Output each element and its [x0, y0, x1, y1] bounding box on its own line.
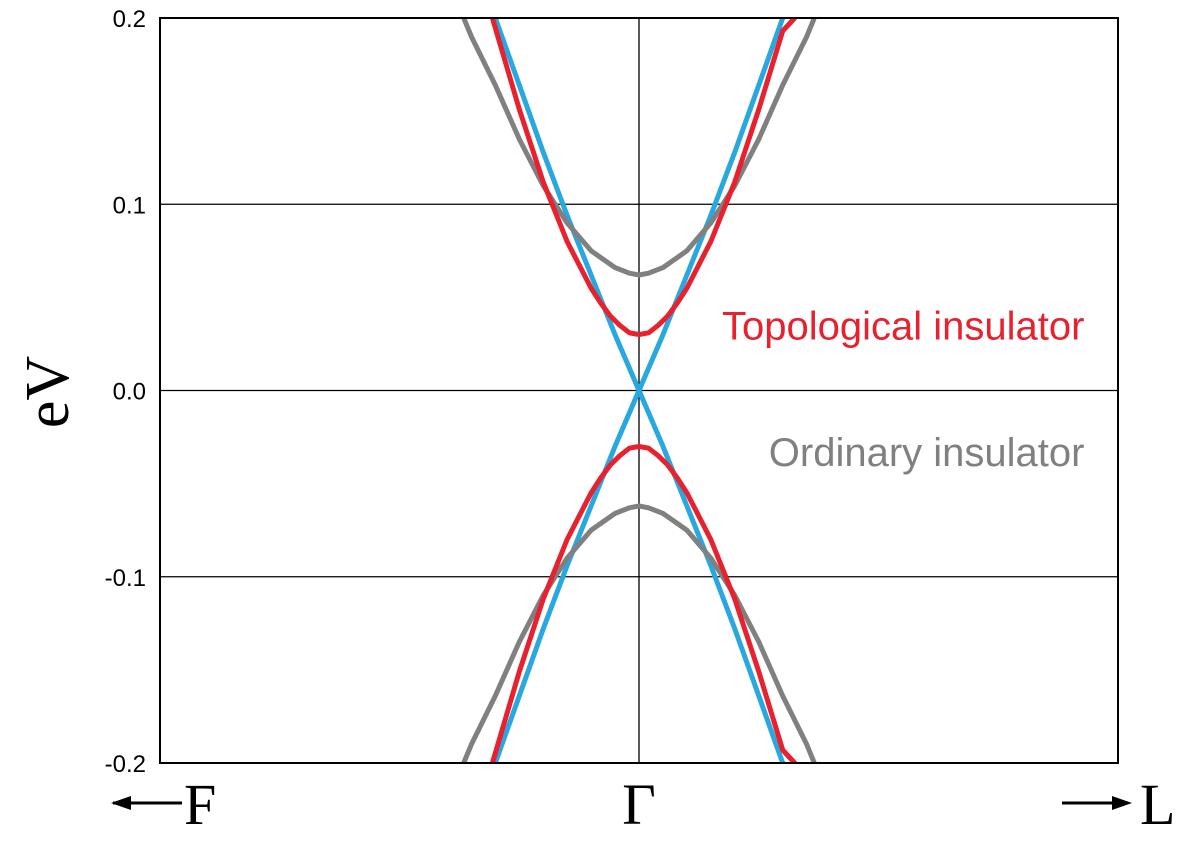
plot-frame — [159, 17, 1119, 764]
y-tick-label: 0.1 — [113, 192, 146, 219]
band-line-series-0-conduction — [489, 18, 798, 338]
k-point-label-right: L — [1140, 772, 1175, 837]
band-curves — [461, 18, 817, 763]
y-tick-labels: 0.2 0.1 0.0 -0.1 -0.2 — [105, 6, 146, 778]
band-line-series-1-valence — [461, 503, 817, 763]
y-tick-label: 0.0 — [113, 379, 146, 406]
k-point-label-center: Γ — [622, 772, 656, 837]
y-axis-label: eV — [14, 356, 82, 429]
annotations: Topological insulator Ordinary insulator — [722, 304, 1084, 475]
annotation-label: Topological insulator — [722, 304, 1084, 348]
k-point-left: F — [111, 772, 216, 837]
y-tick-label: 0.2 — [113, 6, 146, 33]
annotation-label: Ordinary insulator — [769, 431, 1085, 475]
k-point-right: L — [1062, 772, 1175, 837]
band-line-series-0-valence — [489, 443, 798, 763]
right-arrow-head — [1112, 796, 1132, 810]
band-line-series-1-conduction — [461, 18, 817, 278]
y-tick-label: -0.1 — [105, 565, 146, 592]
y-tick-label: -0.2 — [105, 751, 146, 778]
left-arrow-head — [111, 796, 131, 810]
k-point-label-left: F — [184, 772, 216, 837]
band-line-series-2-conduction — [492, 18, 786, 393]
